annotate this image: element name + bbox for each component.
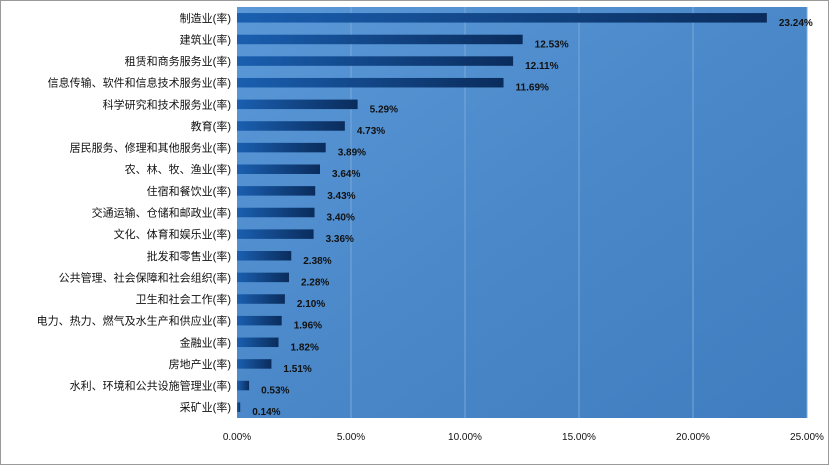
data-label: 1.51% <box>283 364 311 375</box>
category-label: 批发和零售业(率) <box>147 249 231 263</box>
value-labels: 23.24% 12.53% 12.11% 11.69% 5.29% 4.73% 3.89% 3… <box>252 18 813 418</box>
x-tick-label: 20.00% <box>676 432 710 443</box>
category-label: 交通运输、仓储和邮政业(率) <box>92 206 231 220</box>
x-tick-label: 15.00% <box>562 432 596 443</box>
bar <box>237 77 504 88</box>
data-label: 0.14% <box>252 407 280 418</box>
data-label: 3.64% <box>332 169 360 180</box>
bar <box>237 121 345 131</box>
bar <box>237 186 316 196</box>
category-label: 文化、体育和娱乐业(率) <box>114 227 231 241</box>
data-label: 1.82% <box>290 342 318 353</box>
x-tick-label: 5.00% <box>337 432 365 443</box>
category-label: 采矿业(率) <box>180 400 231 414</box>
bar <box>237 13 767 23</box>
bar <box>237 294 285 304</box>
category-label: 水利、环境和公共设施管理业(率) <box>70 379 231 393</box>
bar <box>237 34 523 45</box>
bar <box>237 251 292 261</box>
category-label: 公共管理、社会保障和社会组织(率) <box>59 270 231 284</box>
x-tick-label: 0.00% <box>223 432 251 443</box>
category-label: 信息传输、软件和信息技术服务业(率) <box>48 76 231 90</box>
data-label: 12.11% <box>525 61 558 72</box>
bar <box>237 380 250 391</box>
bar <box>237 56 514 66</box>
bar <box>237 315 282 326</box>
data-label: 5.29% <box>370 104 398 115</box>
data-label: 3.43% <box>327 191 355 202</box>
x-tick-label: 10.00% <box>448 432 482 443</box>
x-axis-tick-labels: 0.00% 5.00% 10.00% 15.00% 20.00% 25.00% <box>223 432 824 443</box>
data-label: 3.40% <box>327 213 355 224</box>
category-label: 住宿和餐饮业(率) <box>147 184 231 198</box>
category-label: 农、林、牧、渔业(率) <box>125 162 231 176</box>
category-label: 租赁和商务服务业(率) <box>125 54 231 68</box>
category-label: 建筑业(率) <box>180 32 231 46</box>
bars <box>237 13 767 412</box>
data-label: 1.96% <box>294 321 322 332</box>
gridlines <box>350 7 808 418</box>
data-label: 2.28% <box>301 277 329 288</box>
x-tick-label: 25.00% <box>790 432 824 443</box>
category-label: 科学研究和技术服务业(率) <box>103 97 231 111</box>
data-label: 0.53% <box>261 386 289 397</box>
category-label: 制造业(率) <box>180 11 231 25</box>
data-label: 3.89% <box>338 148 366 159</box>
data-label: 3.36% <box>326 234 354 245</box>
category-label: 金融业(率) <box>180 335 231 349</box>
data-label: 12.53% <box>535 39 569 50</box>
category-label: 居民服务、修理和其他服务业(率) <box>70 141 231 155</box>
plot-area <box>237 7 807 418</box>
category-label: 房地产业(率) <box>169 357 231 371</box>
data-label: 2.10% <box>297 299 325 310</box>
bar <box>237 99 358 110</box>
bar <box>237 142 326 153</box>
bar <box>237 207 315 218</box>
data-label: 23.24% <box>779 18 813 29</box>
bar <box>237 337 279 348</box>
category-label: 电力、热力、燃气及水生产和供应业(率) <box>37 314 231 328</box>
bar <box>237 402 241 412</box>
data-label: 11.69% <box>516 83 549 94</box>
category-label: 卫生和社会工作(率) <box>136 292 231 306</box>
bar <box>237 272 289 283</box>
data-label: 2.38% <box>303 256 331 267</box>
bar <box>237 164 320 174</box>
bar <box>237 229 314 239</box>
category-labels: 制造业(率) 建筑业(率) 租赁和商务服务业(率) 信息传输、软件和信息技术服务业(率… <box>37 11 231 414</box>
category-label: 教育(率) <box>191 119 231 133</box>
bar <box>237 359 272 369</box>
data-label: 4.73% <box>357 126 385 137</box>
